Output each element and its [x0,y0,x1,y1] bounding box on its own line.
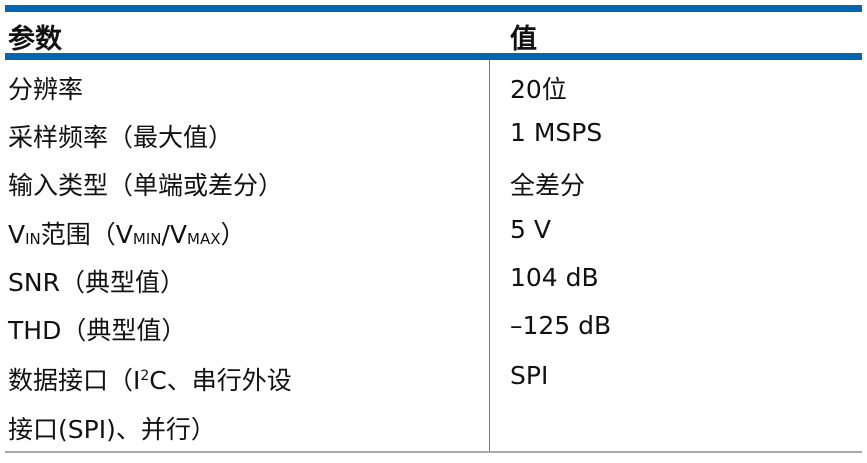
table-row: SNR（典型值） 104 dB [8,255,863,303]
param-cell: SNR（典型值） [8,268,185,297]
column-header-value: 值 [510,24,537,55]
column-divider [489,60,490,452]
param-cell: 分辨率 [8,75,84,104]
value-cell: –125 dB [510,311,612,340]
value-cell: 20位 [510,75,567,104]
value-cell: 104 dB [510,263,599,292]
table-row: 分辨率 20位 [8,62,863,110]
table-row: VIN范围（VMIN/VMAX） 5 V [8,207,863,255]
param-cell-continuation: 接口(SPI)、并行） [8,415,216,444]
header-rule [5,53,862,60]
param-cell: 输入类型（单端或差分） [8,171,284,200]
table-row: THD（典型值） –125 dB [8,303,863,351]
table-row: 采样频率（最大值） 1 MSPS [8,110,863,158]
table-row: 数据接口（I2C、串行外设 接口(SPI)、并行） SPI [8,353,863,449]
table-bottom-rule [5,451,862,453]
table-row: 输入类型（单端或差分） 全差分 [8,158,863,206]
param-cell: 采样频率（最大值） [8,123,234,152]
column-header-param: 参数 [8,24,62,55]
param-cell: VIN范围（VMIN/VMAX） [8,220,246,249]
param-cell: 数据接口（I2C、串行外设 [8,366,292,395]
value-cell: 全差分 [510,171,586,200]
param-cell: THD（典型值） [8,316,187,345]
value-cell: SPI [510,361,549,390]
value-cell: 1 MSPS [510,118,603,147]
value-cell: 5 V [510,215,551,244]
table-top-rule [5,5,862,12]
